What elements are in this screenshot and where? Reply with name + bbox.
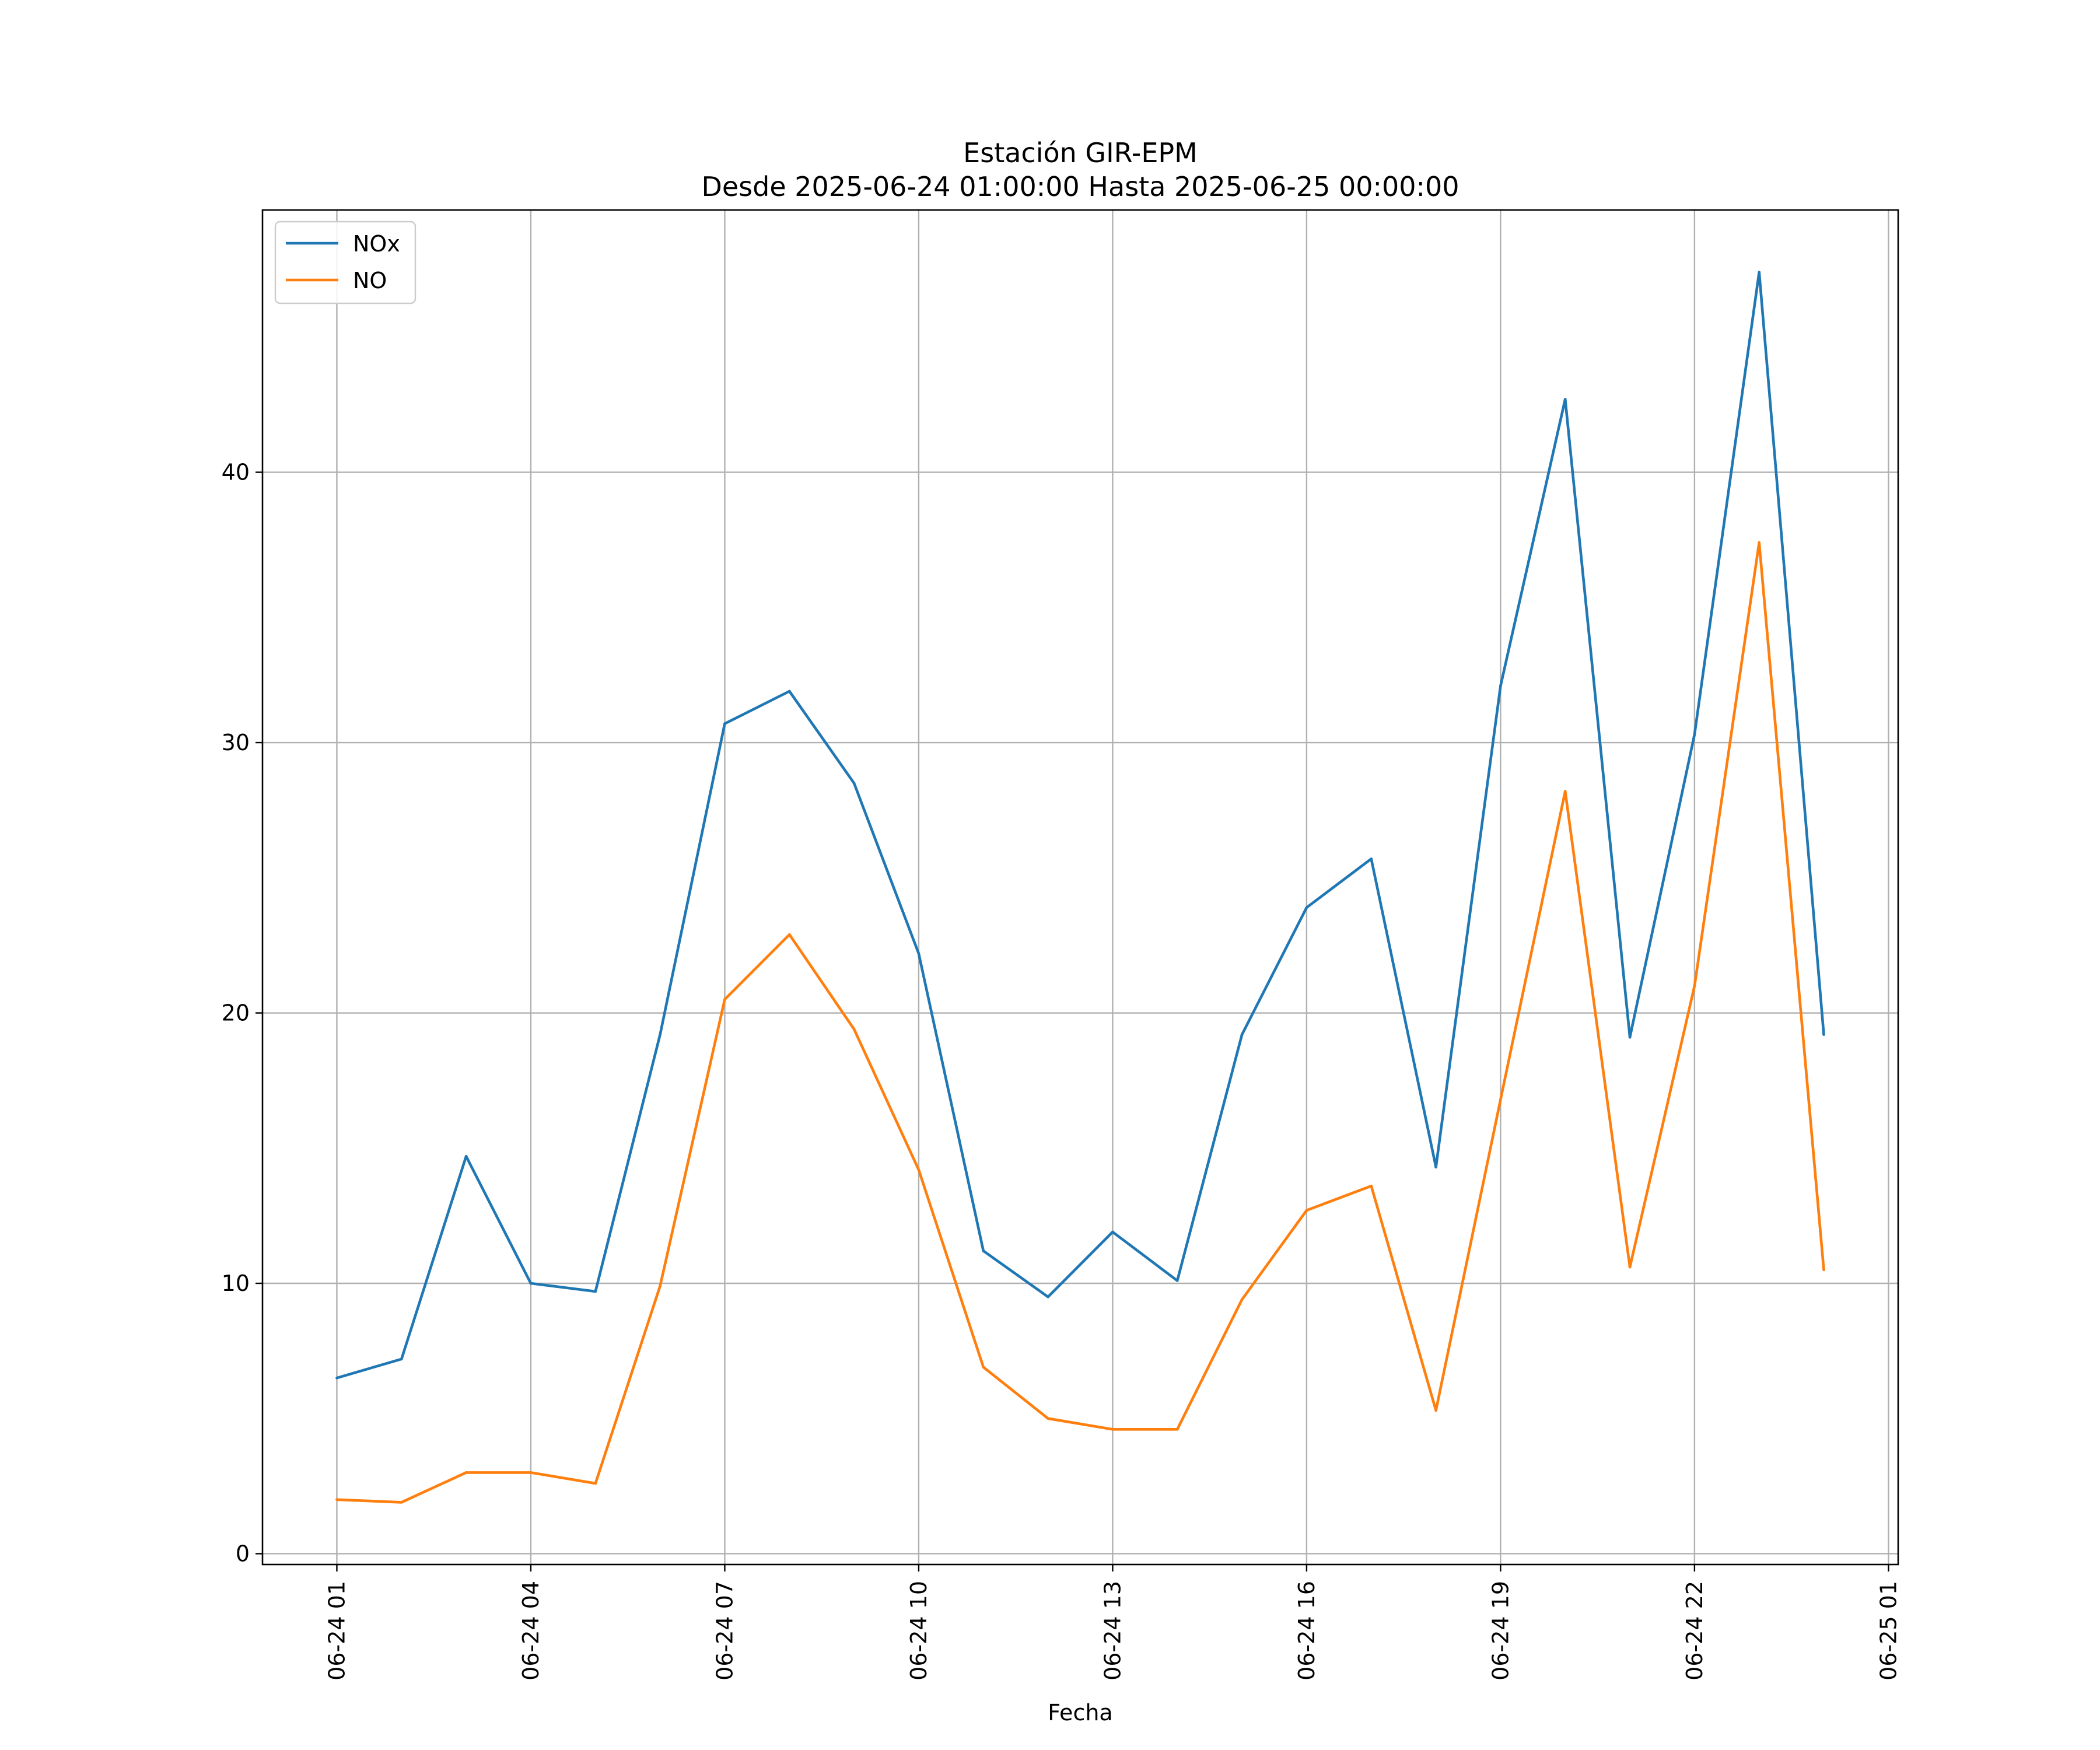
data-point-nox [788, 690, 791, 693]
data-point-no [1175, 1427, 1179, 1431]
data-point-nox [594, 1290, 597, 1293]
data-point-no [1693, 984, 1696, 988]
data-point-nox [1111, 1230, 1114, 1234]
x-tick-label: 06-24 19 [1488, 1581, 1513, 1681]
data-point-nox [917, 952, 921, 955]
series-line-no [337, 541, 1825, 1504]
y-tick-label: 40 [222, 460, 250, 485]
data-point-no [1628, 1265, 1632, 1269]
data-point-nox [659, 1033, 662, 1036]
data-point-no [335, 1498, 338, 1502]
series-nox [335, 271, 1825, 1380]
data-point-no [1563, 790, 1567, 793]
data-point-nox [1758, 271, 1761, 274]
data-point-no [529, 1471, 533, 1474]
data-point-no [1499, 1098, 1502, 1101]
data-point-nox [1628, 1035, 1632, 1039]
series-line-nox [336, 271, 1825, 1380]
series-group [335, 271, 1825, 1504]
legend: NOx NO [274, 220, 416, 304]
data-point-nox [982, 1250, 985, 1252]
x-tick-label: 06-24 01 [324, 1581, 349, 1681]
data-point-nox [1046, 1295, 1049, 1298]
x-tick-label: 06-24 10 [906, 1581, 932, 1681]
x-tick-label: 06-24 07 [712, 1581, 737, 1681]
data-point-nox [1822, 1033, 1825, 1036]
x-tick-label: 06-24 16 [1294, 1581, 1320, 1681]
data-point-no [1240, 1298, 1244, 1301]
x-tick-label: 06-24 04 [518, 1581, 544, 1681]
data-point-no [1758, 541, 1761, 544]
y-tick-label: 20 [222, 1000, 250, 1026]
data-point-no [1434, 1409, 1437, 1412]
data-point-nox [400, 1357, 403, 1361]
x-axis-label: Fecha [1048, 1700, 1112, 1726]
x-tick-label: 06-24 22 [1682, 1581, 1707, 1681]
data-point-nox [464, 1154, 468, 1158]
data-point-no [917, 1168, 921, 1171]
data-point-nox [1305, 906, 1308, 909]
data-point-no [1046, 1417, 1049, 1420]
data-point-nox [1693, 733, 1696, 736]
data-point-no [1370, 1184, 1373, 1188]
data-point-no [464, 1471, 468, 1474]
chart-subtitle: Desde 2025-06-24 01:00:00 Hasta 2025-06-… [701, 171, 1459, 202]
data-point-no [788, 933, 791, 936]
data-point-nox [1563, 398, 1567, 401]
y-tick-label: 0 [236, 1541, 250, 1566]
data-point-nox [1370, 858, 1373, 860]
data-point-no [1822, 1268, 1825, 1272]
series-no [335, 541, 1825, 1504]
y-tick-label: 10 [222, 1270, 250, 1296]
data-point-nox [1499, 684, 1502, 688]
data-point-nox [529, 1282, 533, 1285]
data-point-no [659, 1284, 662, 1287]
data-point-no [982, 1366, 985, 1368]
x-tick-label: 06-24 13 [1100, 1581, 1125, 1681]
legend-label-no: NO [353, 268, 387, 293]
data-point-nox [1175, 1279, 1179, 1282]
chart-title: Estación GIR-EPM [963, 137, 1198, 169]
data-point-nox [852, 782, 856, 785]
data-point-nox [1434, 1166, 1437, 1168]
data-point-no [400, 1501, 403, 1504]
data-point-no [594, 1482, 597, 1485]
data-point-nox [1240, 1033, 1244, 1036]
plot-frame [261, 209, 1899, 1566]
data-point-no [1111, 1427, 1114, 1431]
legend-label-nox: NOx [353, 231, 400, 257]
axis-ticks: 0 10 20 30 40 06-24 01 06-24 04 06-24 07 06-24 1… [222, 460, 1902, 1681]
grid [262, 210, 1898, 1564]
data-point-nox [723, 722, 726, 725]
data-point-no [1305, 1209, 1308, 1212]
data-point-no [723, 998, 726, 1001]
data-point-nox [335, 1376, 338, 1380]
y-tick-label: 30 [222, 730, 250, 755]
data-point-no [852, 1028, 856, 1031]
x-tick-label: 06-25 01 [1875, 1581, 1901, 1681]
